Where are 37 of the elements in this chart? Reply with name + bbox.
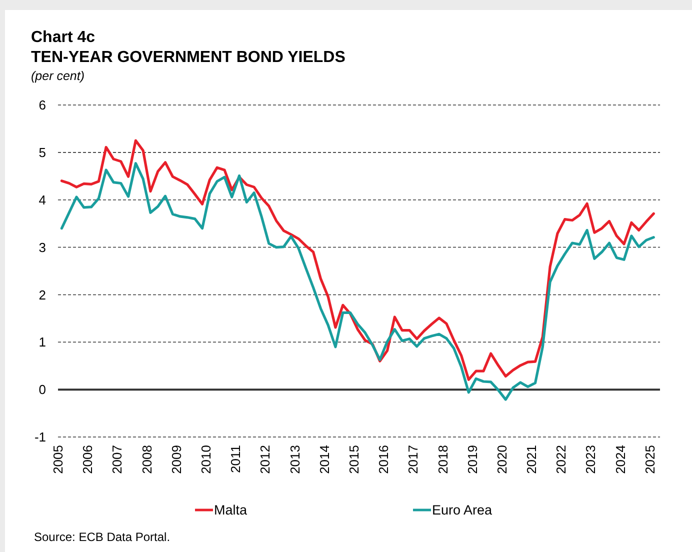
x-tick-label: 2016 <box>376 445 392 474</box>
y-tick-label: 4 <box>38 192 46 208</box>
x-tick-label: 2019 <box>464 445 480 474</box>
x-tick-label: 2020 <box>494 445 510 474</box>
x-tick-label: 2022 <box>554 445 569 474</box>
x-tick-label: 2007 <box>110 445 125 474</box>
y-tick-label: 5 <box>38 144 46 160</box>
x-tick-label: 2013 <box>287 445 302 474</box>
y-tick-label: 2 <box>38 287 46 302</box>
chart-subtitle: TEN-YEAR GOVERNMENT BOND YIELDS <box>31 49 346 66</box>
y-tick-label: 6 <box>38 98 46 113</box>
x-tick-label: 2017 <box>406 445 421 474</box>
source-note: Source: ECB Data Portal. <box>34 530 170 544</box>
x-tick-label: 2011 <box>228 445 244 473</box>
x-tick-label: 2006 <box>80 445 96 474</box>
x-tick-label: 2023 <box>583 445 598 474</box>
x-tick-label: 2010 <box>198 445 214 474</box>
x-tick-label: 2015 <box>346 445 362 474</box>
x-tick-label: 2014 <box>316 445 332 474</box>
y-tick-label: 0 <box>38 382 46 398</box>
y-tick-label: 1 <box>38 334 46 350</box>
chart-title: Chart 4c <box>31 29 96 46</box>
x-tick-label: 2025 <box>642 445 658 474</box>
y-tick-label: -1 <box>34 430 46 445</box>
x-tick-label: 2018 <box>435 445 450 474</box>
legend-label: Malta <box>214 502 248 518</box>
line-series <box>60 162 655 401</box>
legend-label: Euro Area <box>432 502 493 518</box>
x-tick-label: 2024 <box>612 445 628 474</box>
x-tick-label: 2008 <box>139 445 154 474</box>
line-series <box>60 139 655 381</box>
x-tick-label: 2005 <box>50 445 66 474</box>
x-tick-label: 2021 <box>524 445 540 474</box>
y-tick-label: 3 <box>38 240 46 255</box>
x-tick-label: 2009 <box>168 445 184 474</box>
y-axis-title: (per cent) <box>31 69 84 83</box>
x-tick-label: 2012 <box>258 445 273 474</box>
